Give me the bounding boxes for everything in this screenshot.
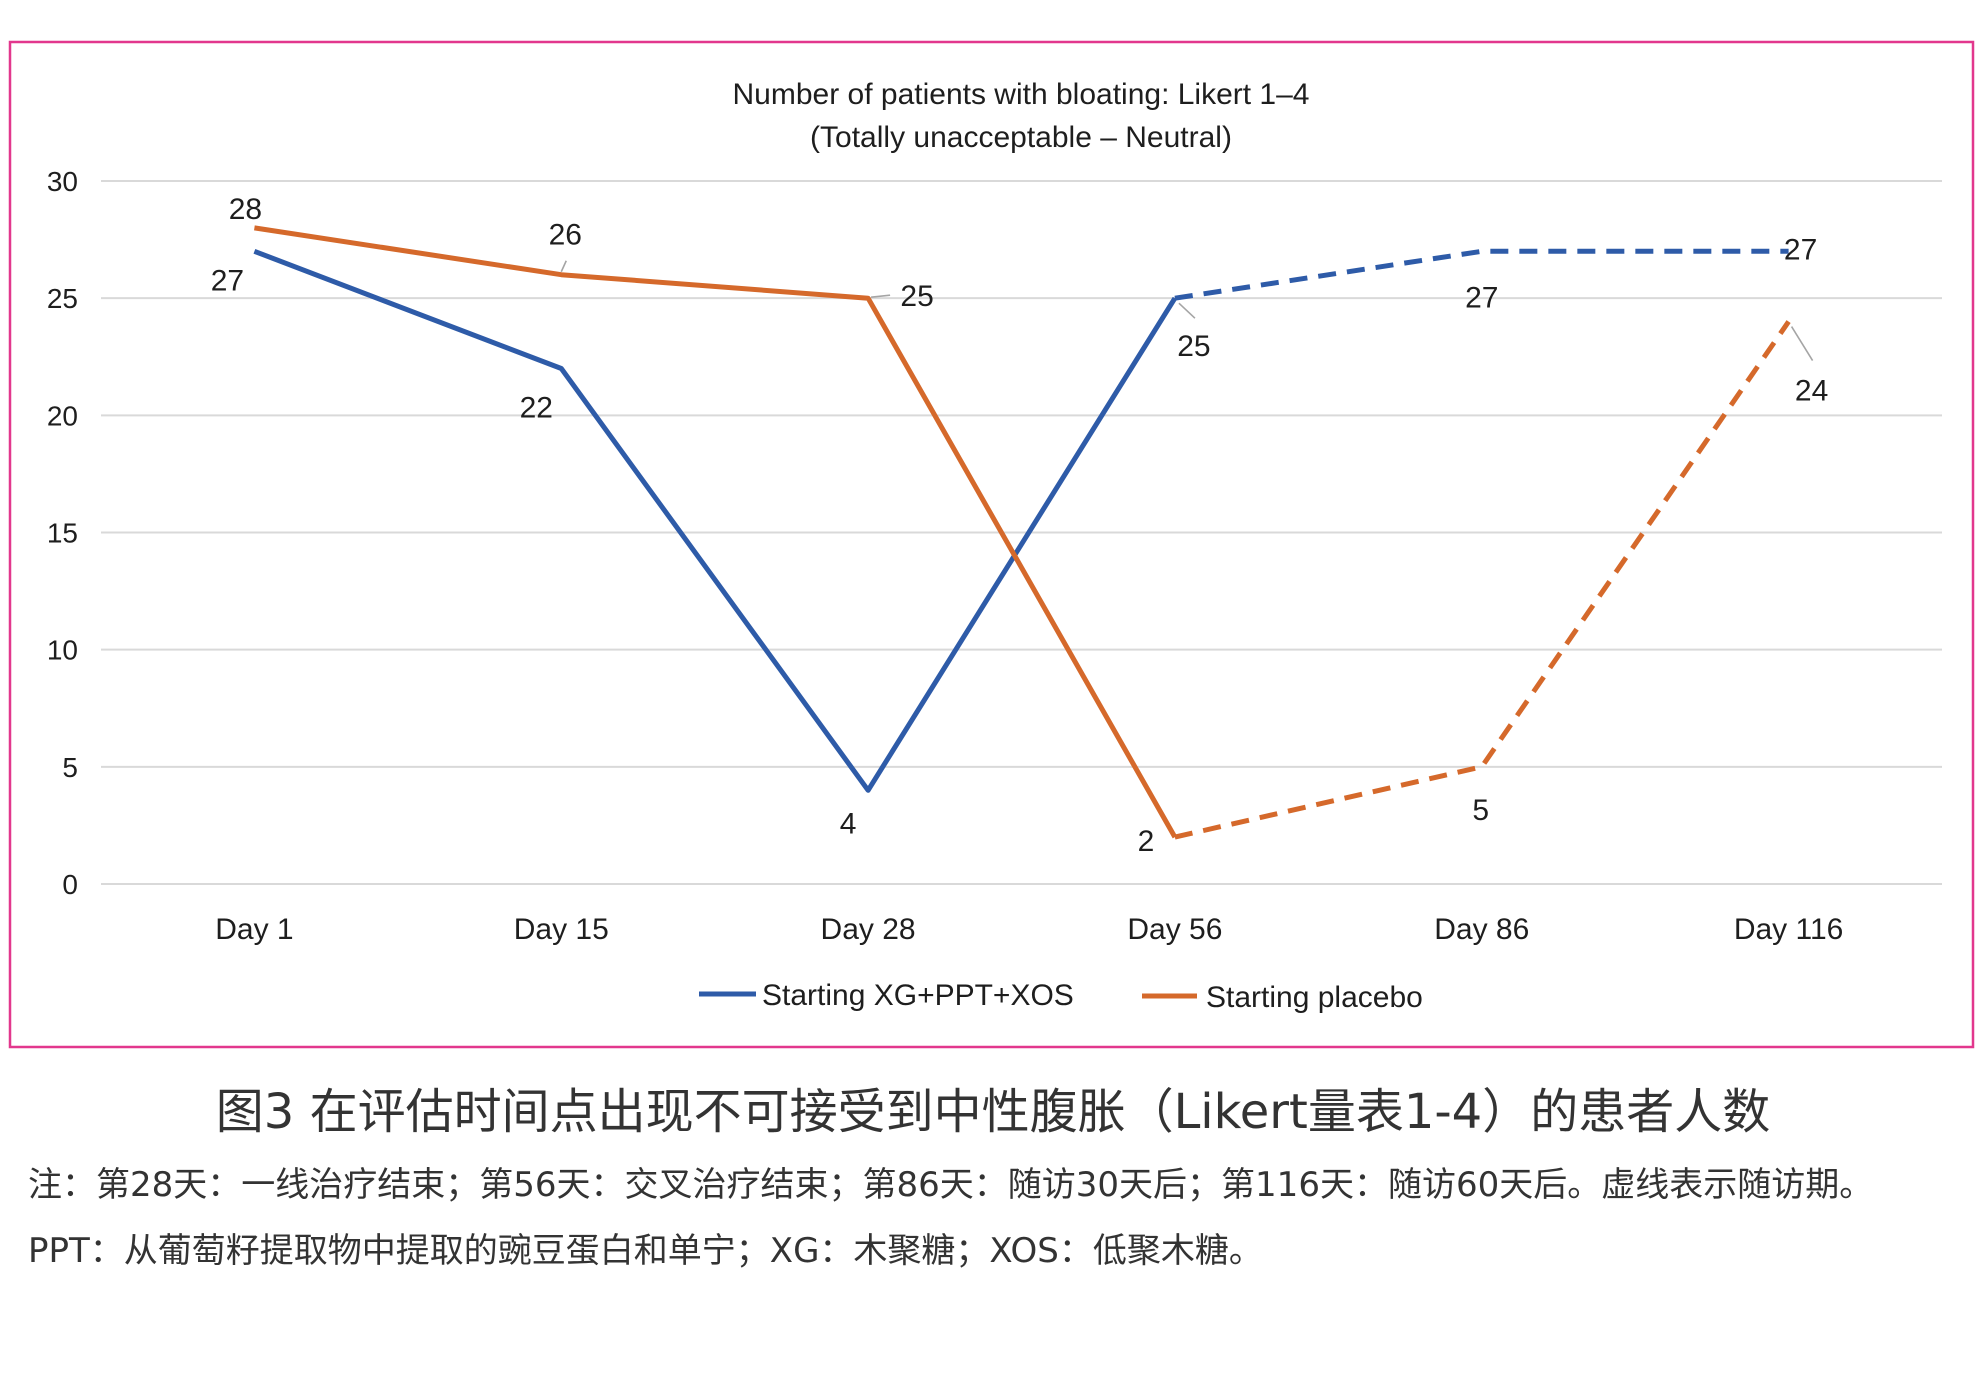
series-line-starting-xg-ppt-xos-solid [253,248,1178,793]
legend: Starting XG+PPT+XOS Starting placebo [699,979,1423,1014]
y-axis-tick-labels: 0 5 10 15 20 25 30 [47,166,78,900]
x-tick-label: Day 86 [1434,913,1529,946]
series-line-starting-xg-ppt-xos-dashed [1174,248,1789,301]
data-label-leader-lines [560,260,1814,362]
data-label-leader-line [560,260,567,273]
y-tick-label: 30 [47,166,78,197]
chart-subtitle: (Totally unacceptable – Neutral) [810,121,1232,154]
line-chart: Number of patients with bloating: Likert… [8,40,1975,1049]
legend-label-starting-placebo: Starting placebo [1206,981,1423,1014]
data-label: 26 [549,219,582,252]
data-label: 25 [1177,330,1210,363]
data-label: 22 [520,391,553,424]
x-tick-label: Day 1 [215,913,293,946]
y-tick-label: 15 [47,518,78,549]
chart-frame [8,40,1975,1049]
y-tick-label: 10 [47,635,78,666]
data-label: 27 [211,264,244,297]
figure-note: 注：第28天：一线治疗结束；第56天：交叉治疗结束；第86天：随访30天后；第1… [28,1165,1874,1271]
legend-label-starting-xg-ppt-xos: Starting XG+PPT+XOS [762,979,1074,1012]
data-label-leader-line [1790,326,1814,362]
gridlines [101,180,1942,885]
series-lines [253,225,1791,840]
data-label: 25 [900,280,933,313]
data-label: 4 [840,807,857,840]
y-tick-label: 25 [47,283,78,314]
x-tick-label: Day 15 [514,913,609,946]
data-label: 2 [1138,825,1155,858]
x-axis-tick-labels: Day 1 Day 15 Day 28 Day 56 Day 86 Day 116 [215,913,1843,946]
x-tick-label: Day 116 [1734,913,1844,946]
data-label: 5 [1472,794,1489,827]
legend-item-starting-placebo: Starting placebo [1142,981,1423,1014]
y-tick-label: 5 [62,752,78,783]
x-tick-label: Day 28 [821,913,916,946]
y-tick-label: 20 [47,400,78,431]
x-tick-label: Day 56 [1127,913,1222,946]
data-label: 28 [229,193,262,226]
figure-caption: 图3 在评估时间点出现不可接受到中性腹胀（Likert量表1-4）的患者人数 [215,1084,1771,1140]
y-tick-label: 0 [62,869,78,900]
data-label: 27 [1465,281,1498,314]
series-line-starting-placebo-solid [254,225,1178,839]
chart-title: Number of patients with bloating: Likert… [733,78,1310,111]
legend-item-starting-xg-ppt-xos: Starting XG+PPT+XOS [699,979,1074,1012]
data-label-leader-line [870,294,891,298]
data-label-leader-line [1178,302,1196,319]
data-label: 24 [1795,375,1828,408]
data-label: 27 [1784,233,1817,266]
series-line-starting-placebo-dashed [1174,320,1791,840]
